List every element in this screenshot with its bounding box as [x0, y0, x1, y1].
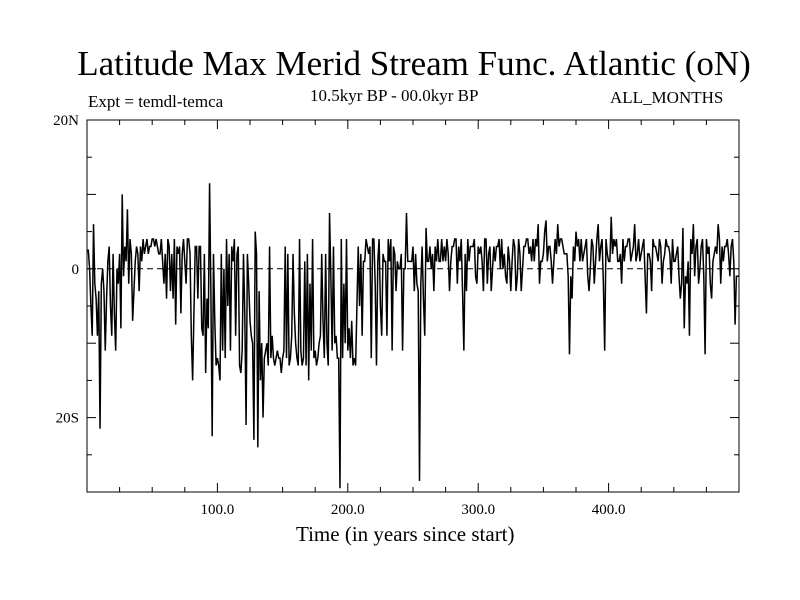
x-tick-label: 400.0: [592, 502, 626, 518]
chart-title: Latitude Max Merid Stream Func. Atlantic…: [77, 44, 751, 83]
x-axis-label: Time (in years since start): [296, 522, 515, 546]
x-tick-label: 200.0: [331, 502, 365, 518]
x-tick-label: 300.0: [461, 502, 495, 518]
series-line: [87, 183, 739, 489]
y-tick-label: 0: [72, 262, 80, 278]
x-tick-label: 100.0: [201, 502, 235, 518]
y-tick-label: 20N: [53, 113, 79, 129]
y-tick-label: 20S: [56, 411, 79, 427]
period-label: 10.5kyr BP - 00.0kyr BP: [310, 86, 479, 105]
axis-ticks: 100.0 200.0 300.0 400.0 20N 0 20S: [53, 113, 739, 518]
months-label: ALL_MONTHS: [610, 88, 724, 107]
experiment-label: Expt = temdl-temca: [88, 92, 224, 111]
plot-frame: [86, 119, 740, 493]
